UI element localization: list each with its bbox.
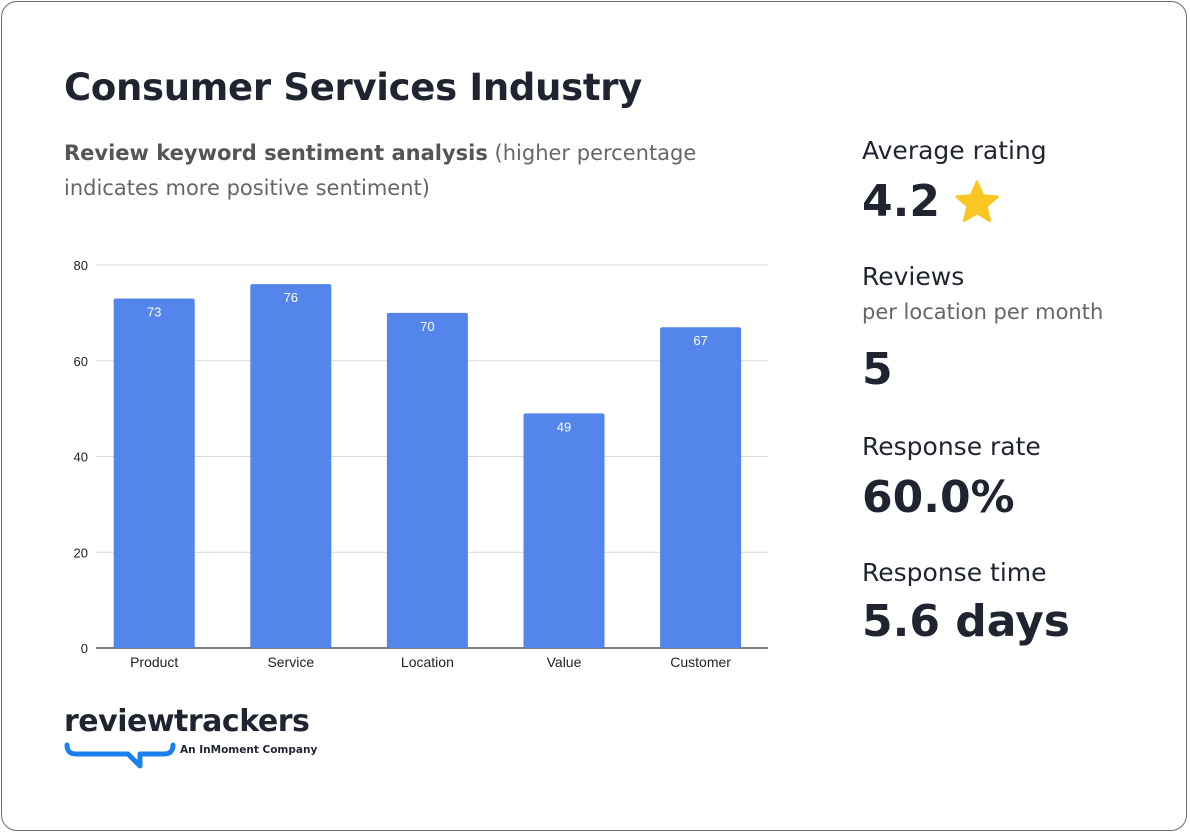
data-label: 67: [693, 333, 707, 348]
data-label: 73: [147, 305, 161, 320]
x-tick-label: Value: [547, 654, 582, 670]
subtitle-rest: (higher percentage indicates more positi…: [64, 141, 697, 200]
reviews-sub: per location per month: [862, 300, 1104, 324]
logo-tagline: An InMoment Company: [180, 744, 318, 756]
bar-location: [386, 312, 468, 648]
data-label: 70: [420, 319, 434, 334]
response-rate-label: Response rate: [862, 432, 1041, 461]
y-tick-label: 0: [81, 641, 88, 656]
reviews-value: 5: [862, 344, 893, 395]
reviews-label: Reviews: [862, 262, 965, 291]
bar-customer: [660, 327, 742, 648]
reviewtrackers-logo: reviewtrackers An InMoment Company: [64, 704, 317, 769]
avg-rating-value: 4.2: [862, 176, 940, 227]
x-tick-label: Location: [401, 654, 454, 670]
logo-wordmark: reviewtrackers: [64, 704, 310, 739]
avg-rating-label: Average rating: [862, 136, 1047, 165]
y-tick-label: 80: [74, 258, 88, 273]
bar-service: [250, 284, 332, 648]
x-tick-label: Service: [267, 654, 314, 670]
y-tick-label: 60: [74, 354, 88, 369]
speech-bubble-icon: [64, 742, 176, 769]
page-title: Consumer Services Industry: [64, 66, 642, 109]
bar-value: [523, 413, 605, 648]
y-tick-label: 40: [74, 450, 88, 465]
response-time-value: 5.6 days: [862, 596, 1070, 647]
bar-product: [113, 298, 195, 648]
response-rate-value: 60.0%: [862, 472, 1015, 523]
star-icon: [955, 179, 999, 222]
subtitle-bold: Review keyword sentiment analysis: [64, 141, 488, 165]
chart-subtitle: Review keyword sentiment analysis (highe…: [64, 136, 744, 206]
avg-rating: 4.2: [862, 176, 1000, 227]
y-tick-label: 20: [74, 545, 88, 560]
response-time-label: Response time: [862, 558, 1047, 587]
data-label: 76: [284, 290, 298, 305]
x-tick-label: Customer: [670, 654, 731, 670]
x-tick-label: Product: [130, 654, 178, 670]
data-label: 49: [557, 419, 571, 434]
